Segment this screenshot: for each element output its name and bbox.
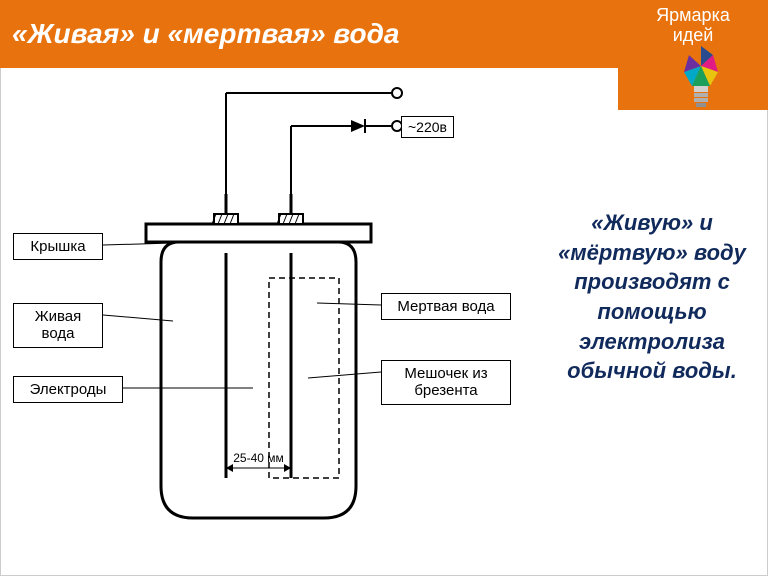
svg-text:25-40 мм: 25-40 мм bbox=[233, 451, 284, 465]
label-bag: Мешочек из брезента bbox=[381, 360, 511, 405]
logo: Ярмарка идей bbox=[618, 0, 768, 110]
logo-text: Ярмарка идей bbox=[618, 6, 768, 46]
page-title: «Живая» и «мертвая» вода bbox=[12, 18, 400, 50]
explanation-text: «Живую» и «мёртвую» воду производят с по… bbox=[547, 208, 757, 386]
content-area: 25-40 мм ~220в Крышка Живая вода Электро… bbox=[0, 68, 768, 576]
label-lid: Крышка bbox=[13, 233, 103, 260]
lightbulb-icon bbox=[666, 42, 736, 112]
label-live-water: Живая вода bbox=[13, 303, 103, 348]
label-dead-water: Мертвая вода bbox=[381, 293, 511, 320]
diagram: 25-40 мм ~220в Крышка Живая вода Электро… bbox=[1, 68, 541, 575]
voltage-label: ~220в bbox=[401, 116, 454, 138]
label-electrodes: Электроды bbox=[13, 376, 123, 403]
